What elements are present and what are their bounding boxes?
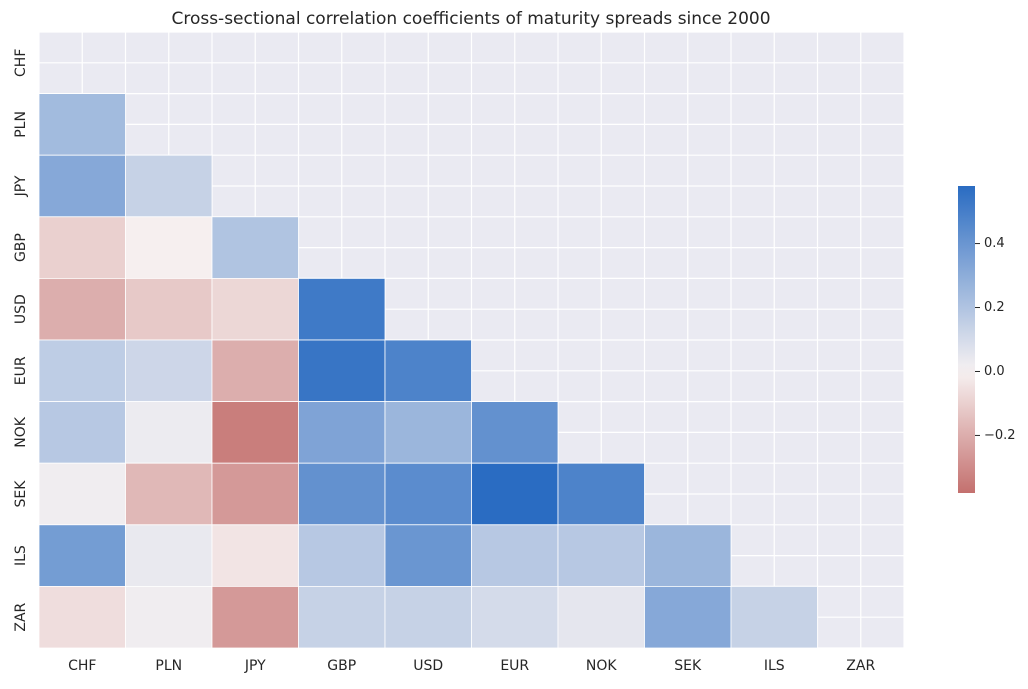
heatmap-cell-zar-pln: [125, 586, 213, 649]
heatmap-cell-eur-usd: [384, 339, 472, 402]
heatmap-cell-zar-sek: [644, 586, 732, 649]
heatmap-cell-eur-gbp: [298, 339, 386, 402]
heatmap-cells: [38, 93, 818, 649]
heatmap-cell-eur-pln: [125, 339, 213, 402]
heatmap-cell-ils-eur: [471, 524, 559, 587]
heatmap-cell-jpy-chf: [38, 154, 126, 218]
heatmap-cell-nok-eur: [471, 401, 559, 464]
heatmap-cell-sek-jpy: [211, 462, 299, 526]
plot-area: CHF PLN JPY GBP USD EUR NOK SEK ILS ZAR CHF PLN JPY G…: [13, 31, 905, 674]
heatmap-cell-usd-gbp: [298, 277, 386, 341]
colorbar-tick-label: 0.2: [984, 300, 1005, 315]
heatmap-cell-pln-chf: [38, 93, 126, 156]
heatmap-cell-eur-jpy: [211, 339, 299, 402]
heatmap-cell-ils-usd: [384, 524, 472, 587]
heatmap-cell-sek-eur: [471, 462, 559, 526]
x-tick-label: SEK: [674, 658, 702, 674]
x-tick-label: ILS: [764, 658, 785, 674]
heatmap-cell-nok-usd: [384, 401, 472, 464]
colorbar-tick-label: −0.2: [984, 428, 1016, 443]
heatmap-cell-jpy-pln: [125, 154, 213, 218]
heatmap-cell-ils-chf: [38, 524, 126, 587]
heatmap-cell-zar-jpy: [211, 586, 299, 649]
heatmap-cell-ils-pln: [125, 524, 213, 587]
x-tick-label: ZAR: [846, 658, 875, 674]
heatmap-cell-sek-nok: [557, 462, 645, 526]
chart-title: Cross-sectional correlation coefficients…: [171, 9, 770, 29]
heatmap-cell-sek-usd: [384, 462, 472, 526]
heatmap-cell-ils-sek: [644, 524, 732, 587]
heatmap-cell-nok-chf: [38, 401, 126, 464]
heatmap-cell-zar-eur: [471, 586, 559, 649]
heatmap-cell-zar-nok: [557, 586, 645, 649]
colorbar: −0.2 0.0 0.2 0.4: [958, 186, 1016, 493]
x-tick-label: JPY: [244, 658, 266, 674]
colorbar-gradient: [958, 186, 975, 493]
heatmap-cell-ils-gbp: [298, 524, 386, 587]
heatmap-cell-nok-gbp: [298, 401, 386, 464]
heatmap-cell-eur-chf: [38, 339, 126, 402]
heatmap-cell-gbp-chf: [38, 216, 126, 279]
x-tick-label: USD: [413, 658, 443, 674]
x-tick-label: EUR: [500, 658, 529, 674]
y-tick-label: JPY: [13, 175, 29, 197]
heatmap-cell-zar-usd: [384, 586, 472, 649]
colorbar-tick-label: 0.0: [984, 364, 1005, 379]
heatmap-cell-zar-ils: [730, 586, 818, 649]
y-tick-label: USD: [13, 294, 29, 324]
heatmap-cell-nok-pln: [125, 401, 213, 464]
heatmap-cell-nok-jpy: [211, 401, 299, 464]
x-tick-label: GBP: [327, 658, 356, 674]
heatmap-cell-ils-nok: [557, 524, 645, 587]
x-tick-label: PLN: [155, 658, 182, 674]
y-tick-label: CHF: [13, 49, 29, 77]
heatmap-cell-usd-pln: [125, 277, 213, 341]
y-tick-label: ILS: [13, 545, 29, 566]
y-tick-label: PLN: [13, 111, 29, 138]
x-tick-label: NOK: [586, 658, 617, 674]
heatmap-cell-gbp-pln: [125, 216, 213, 279]
y-tick-label: NOK: [13, 416, 29, 447]
colorbar-tick-label: 0.4: [984, 236, 1005, 251]
heatmap-cell-sek-chf: [38, 462, 126, 526]
y-tick-label: GBP: [13, 233, 29, 262]
y-tick-label: SEK: [13, 480, 29, 508]
heatmap-cell-zar-gbp: [298, 586, 386, 649]
heatmap-cell-sek-gbp: [298, 462, 386, 526]
heatmap-cell-zar-chf: [38, 586, 126, 649]
heatmap-cell-ils-jpy: [211, 524, 299, 587]
y-tick-label: EUR: [13, 356, 29, 385]
x-tick-label: CHF: [68, 658, 96, 674]
heatmap-cell-sek-pln: [125, 462, 213, 526]
y-tick-label: ZAR: [13, 602, 29, 631]
heatmap-cell-usd-jpy: [211, 277, 299, 341]
heatmap-cell-usd-chf: [38, 277, 126, 341]
heatmap-cell-gbp-jpy: [211, 216, 299, 279]
